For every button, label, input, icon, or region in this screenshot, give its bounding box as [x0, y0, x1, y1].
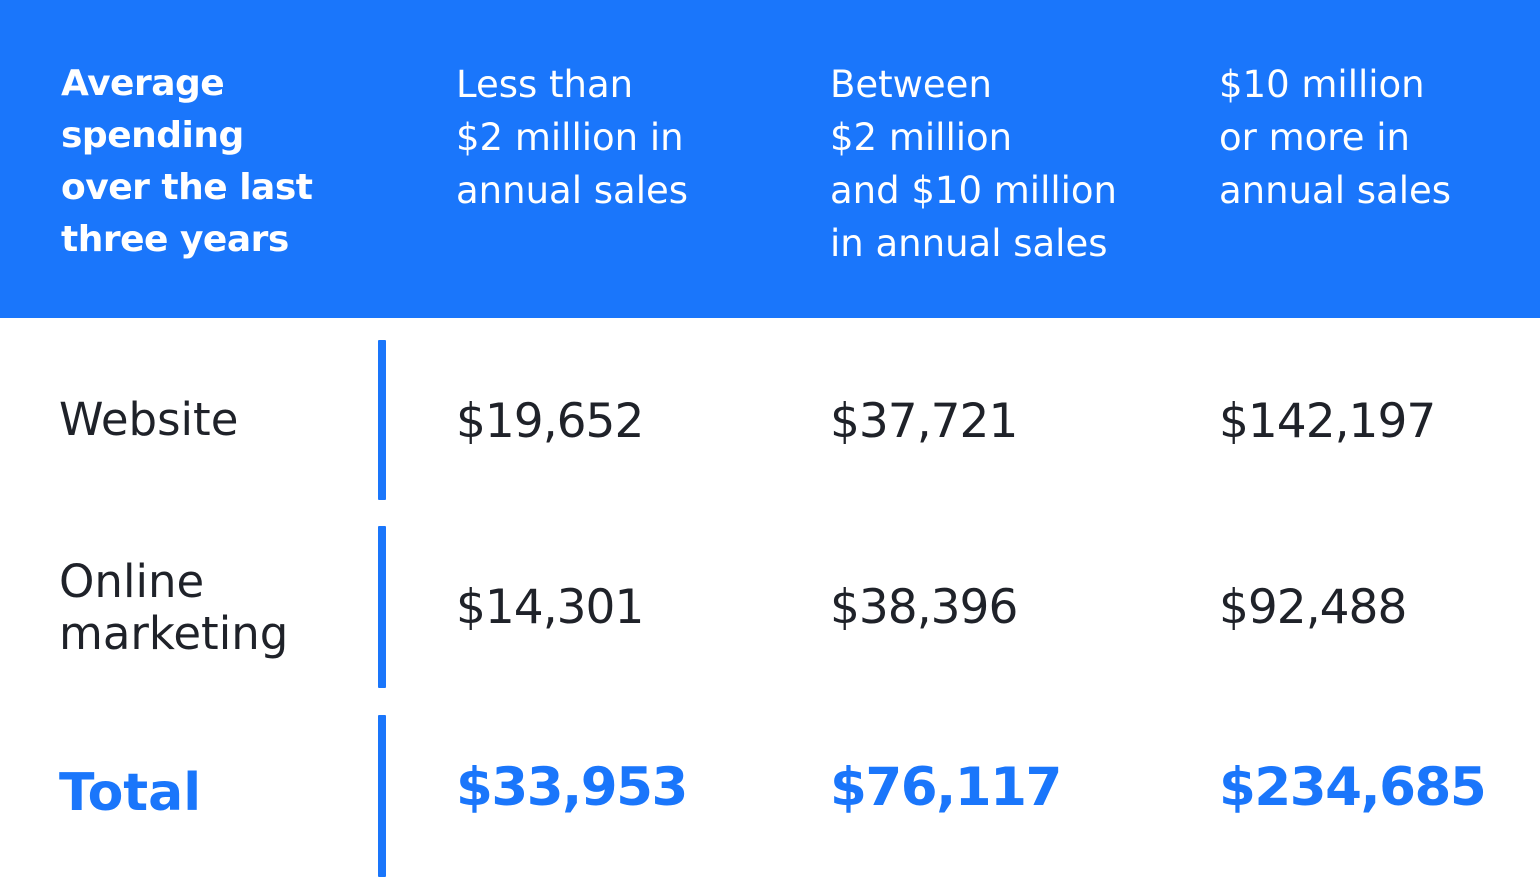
cell-website-under-2m: $19,652: [456, 394, 644, 449]
header-cell-under-2m: Less than $2 million in annual sales: [456, 63, 689, 212]
table-header: Average spending over the last three yea…: [0, 0, 1540, 318]
header-cell-spending-period: Average spending over the last three yea…: [61, 63, 313, 260]
header-cell-over-10m: $10 million or more in annual sales: [1219, 63, 1452, 212]
row-label-total: Total: [59, 763, 202, 823]
cell-online-marketing-over-10m: $92,488: [1219, 580, 1407, 635]
row-divider: [378, 526, 386, 688]
row-label-online-marketing: Online marketing: [59, 555, 289, 660]
cell-total-2m-to-10m: $76,117: [830, 757, 1062, 818]
row-divider: [378, 340, 386, 500]
cell-online-marketing-2m-to-10m: $38,396: [830, 580, 1018, 635]
header-cell-2m-to-10m: Between $2 million and $10 million in an…: [830, 63, 1118, 265]
table-row-online-marketing: Online marketing $14,301 $38,396 $92,488: [0, 526, 1540, 688]
row-divider: [378, 715, 386, 877]
table-row-total: Total $33,953 $76,117 $234,685: [0, 715, 1540, 877]
cell-website-over-10m: $142,197: [1219, 394, 1436, 449]
cell-website-2m-to-10m: $37,721: [830, 394, 1018, 449]
cell-online-marketing-under-2m: $14,301: [456, 580, 644, 635]
row-label-website: Website: [59, 393, 239, 446]
cell-total-under-2m: $33,953: [456, 757, 688, 818]
table-row-website: Website $19,652 $37,721 $142,197: [0, 340, 1540, 500]
cell-total-over-10m: $234,685: [1219, 757, 1487, 818]
